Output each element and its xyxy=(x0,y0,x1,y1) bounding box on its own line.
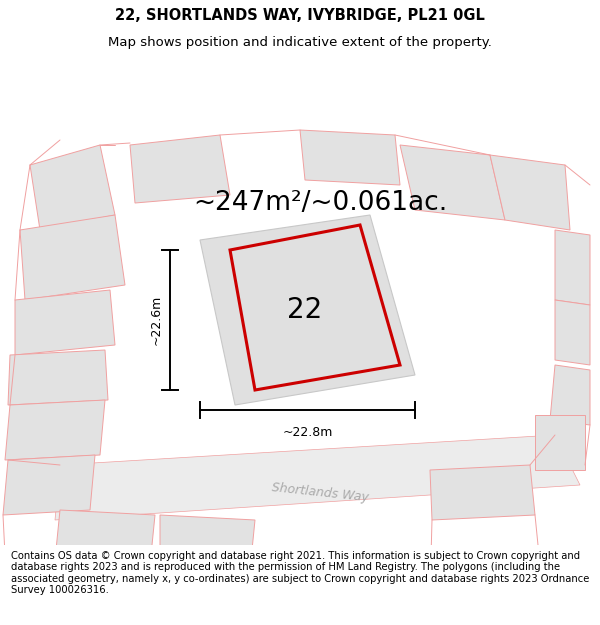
Text: ~22.6m: ~22.6m xyxy=(149,295,163,345)
Polygon shape xyxy=(160,515,255,570)
Polygon shape xyxy=(535,415,585,470)
Polygon shape xyxy=(200,215,415,405)
Polygon shape xyxy=(15,290,115,355)
Text: Shortlands Way: Shortlands Way xyxy=(271,481,369,504)
Text: 22, SHORTLANDS WAY, IVYBRIDGE, PL21 0GL: 22, SHORTLANDS WAY, IVYBRIDGE, PL21 0GL xyxy=(115,8,485,23)
Polygon shape xyxy=(400,145,505,220)
Polygon shape xyxy=(30,145,115,230)
Polygon shape xyxy=(555,300,590,365)
Text: 22: 22 xyxy=(287,296,323,324)
Polygon shape xyxy=(8,350,108,405)
Polygon shape xyxy=(555,230,590,305)
Text: Map shows position and indicative extent of the property.: Map shows position and indicative extent… xyxy=(108,36,492,49)
Polygon shape xyxy=(550,365,590,425)
Text: ~247m²/~0.061ac.: ~247m²/~0.061ac. xyxy=(193,190,447,216)
Polygon shape xyxy=(20,215,125,300)
Polygon shape xyxy=(130,135,230,203)
Polygon shape xyxy=(300,130,400,185)
Polygon shape xyxy=(3,455,95,515)
Polygon shape xyxy=(5,400,105,460)
Text: ~22.8m: ~22.8m xyxy=(283,426,332,439)
Polygon shape xyxy=(55,510,155,565)
Polygon shape xyxy=(55,435,580,520)
Polygon shape xyxy=(490,155,570,230)
Text: Contains OS data © Crown copyright and database right 2021. This information is : Contains OS data © Crown copyright and d… xyxy=(11,551,589,596)
Polygon shape xyxy=(430,465,535,520)
